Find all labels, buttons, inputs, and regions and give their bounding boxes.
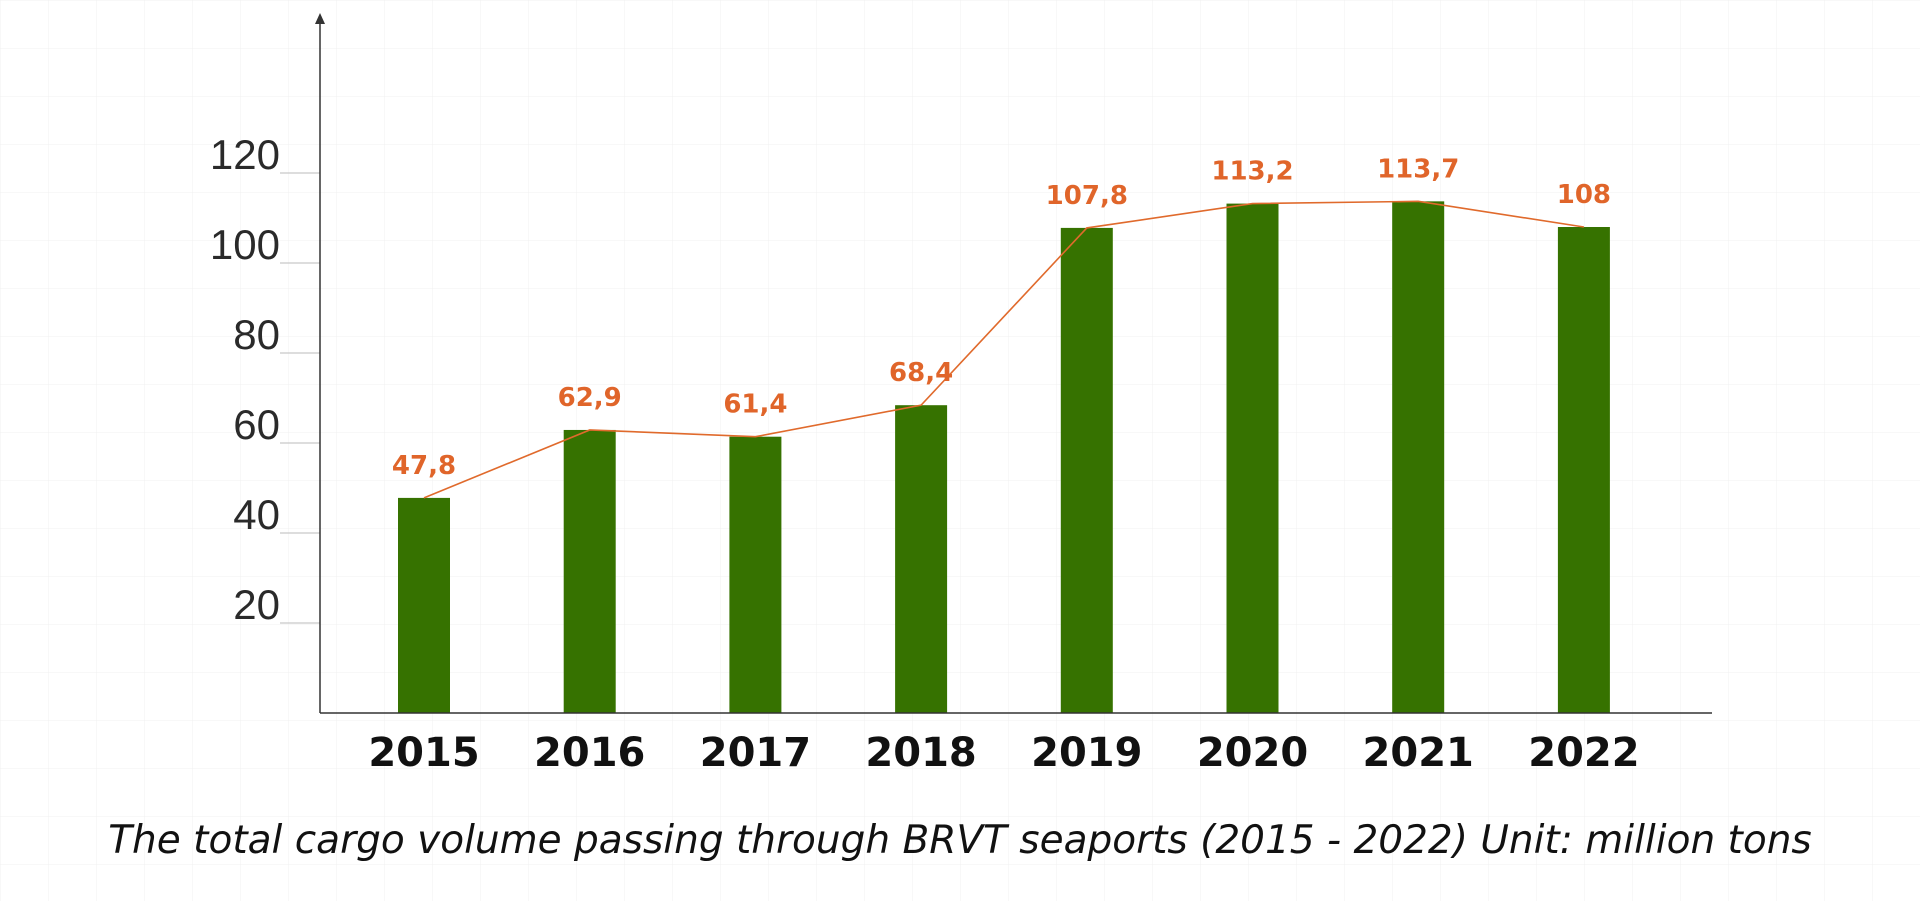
x-tick-label: 2018 [865,730,976,776]
bar [895,405,948,713]
x-tick-label: 2020 [1197,730,1308,776]
y-axis-ticks: 20 40 60 80 100 120 [210,131,320,628]
data-label: 62,9 [558,383,622,413]
y-tick-label: 40 [233,491,280,538]
y-axis-arrow [315,13,325,24]
x-tick-label: 2022 [1528,730,1639,776]
y-tick-label: 20 [233,581,280,628]
x-tick-label: 2017 [700,730,811,776]
bar [1060,227,1113,713]
bar [398,497,450,713]
y-tick-label: 80 [233,311,280,358]
bar [563,429,616,713]
bar [729,436,782,713]
x-tick-label: 2015 [368,730,479,776]
chart-title: The total cargo volume passing through B… [108,818,1812,863]
data-label: 61,4 [723,390,787,420]
x-tick-label: 2021 [1363,730,1474,776]
axes [315,13,1712,714]
x-axis-ticks: 2015 2016 2017 2018 2019 2020 2021 2022 [368,730,1639,776]
data-labels: 47,8 62,9 61,4 68,4 107,8 113,2 113,7 108 [392,154,1611,481]
bars [398,201,1610,713]
x-tick-label: 2016 [534,730,645,776]
data-label: 68,4 [889,358,953,388]
trend-line-path [423,200,1585,499]
data-label: 108 [1557,180,1611,210]
bar [1392,201,1445,713]
data-label: 113,2 [1211,157,1293,187]
data-label: 107,8 [1046,181,1128,211]
x-tick-label: 2019 [1031,730,1142,776]
y-tick-label: 60 [233,401,280,448]
bar [1557,227,1610,713]
data-label: 47,8 [392,451,456,481]
data-label: 113,7 [1377,154,1459,184]
y-tick-label: 120 [210,131,280,178]
y-tick-label: 100 [210,221,280,268]
bar [1226,203,1279,713]
trend-line [423,200,1585,499]
